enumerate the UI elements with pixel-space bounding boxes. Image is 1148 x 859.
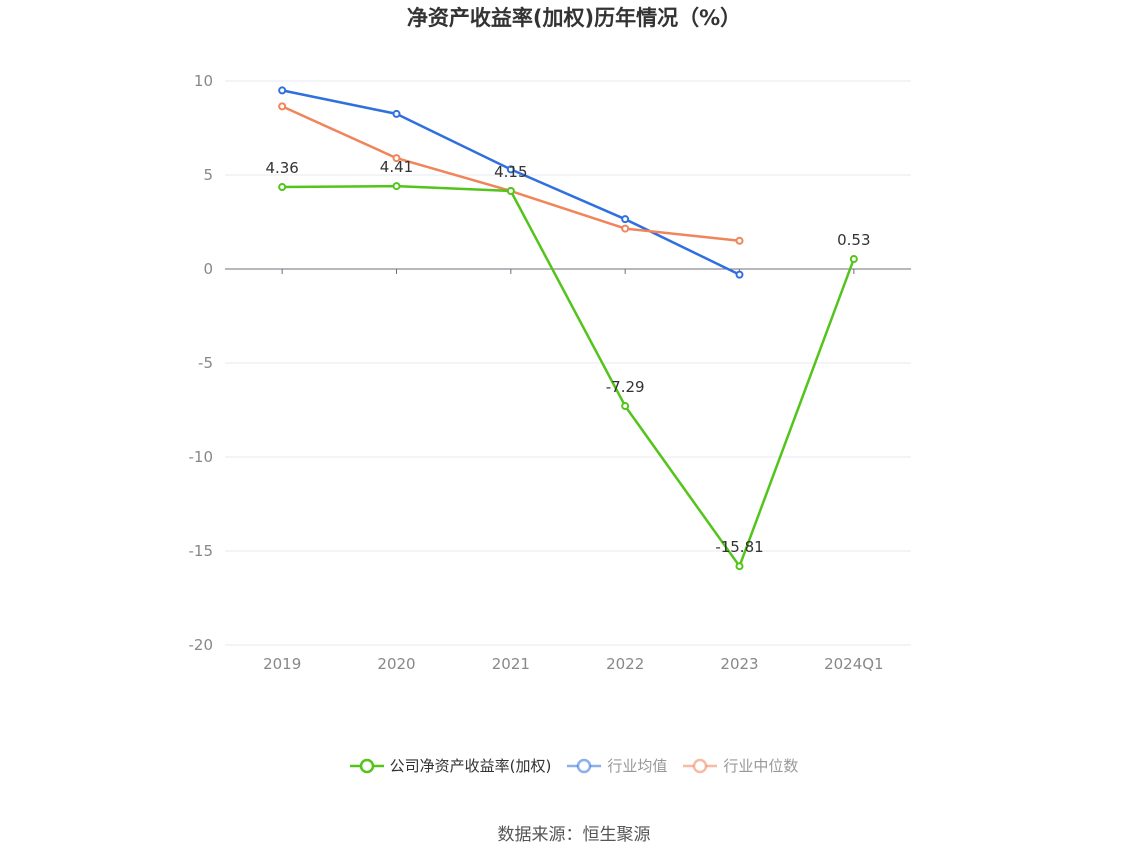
x-tick-label: 2021	[492, 655, 530, 673]
data-point	[621, 224, 630, 233]
series-line	[282, 184, 855, 568]
data-label: 4.15	[494, 163, 527, 181]
legend-item-company[interactable]: 公司净资产收益率(加权)	[349, 755, 552, 776]
x-tick-label: 2020	[377, 655, 415, 673]
data-point	[849, 255, 858, 264]
legend-swatch-industry-median	[683, 758, 718, 773]
series-line	[281, 89, 741, 276]
data-point	[278, 86, 287, 95]
y-tick-label: 5	[203, 166, 213, 184]
data-point	[735, 236, 744, 245]
data-label: 4.36	[265, 159, 298, 177]
data-point	[506, 186, 515, 195]
data-label: 4.41	[380, 158, 413, 176]
data-point	[278, 183, 287, 192]
chart-title: 净资产收益率(加权)历年情况（%）	[406, 6, 742, 30]
y-tick-label: -20	[189, 636, 214, 654]
y-tick-label: 0	[203, 260, 213, 278]
y-tick-label: -5	[198, 354, 213, 372]
x-tick-label: 2024Q1	[824, 655, 884, 673]
data-point	[621, 402, 630, 411]
legend-item-industry-mean[interactable]: 行业均值	[567, 755, 667, 776]
data-point	[506, 165, 515, 174]
data-point	[735, 270, 744, 279]
y-tick-label: -10	[189, 448, 214, 466]
data-point	[278, 102, 287, 111]
legend-swatch-company	[349, 758, 384, 773]
data-point	[735, 562, 744, 571]
x-tick-label: 2019	[263, 655, 301, 673]
y-tick-label: 10	[194, 72, 213, 90]
data-point	[621, 215, 630, 224]
data-label: 0.53	[837, 231, 870, 249]
x-tick-label: 2022	[606, 655, 644, 673]
data-point	[392, 109, 401, 118]
legend-label-industry-median: 行业中位数	[723, 757, 799, 775]
x-tick-label: 2023	[720, 655, 758, 673]
chart-legend: 公司净资产收益率(加权) 行业均值 行业中位数	[0, 755, 1148, 776]
legend-label-company: 公司净资产收益率(加权)	[389, 757, 552, 775]
legend-item-industry-median[interactable]: 行业中位数	[683, 755, 798, 776]
data-source: 数据来源：恒生聚源	[497, 825, 651, 845]
legend-label-industry-mean: 行业均值	[607, 757, 668, 775]
data-label: -15.81	[715, 538, 763, 556]
data-point	[392, 182, 401, 191]
data-point	[392, 154, 401, 163]
y-tick-label: -15	[189, 542, 214, 560]
legend-swatch-industry-mean	[567, 758, 602, 773]
data-label: -7.29	[606, 378, 645, 396]
